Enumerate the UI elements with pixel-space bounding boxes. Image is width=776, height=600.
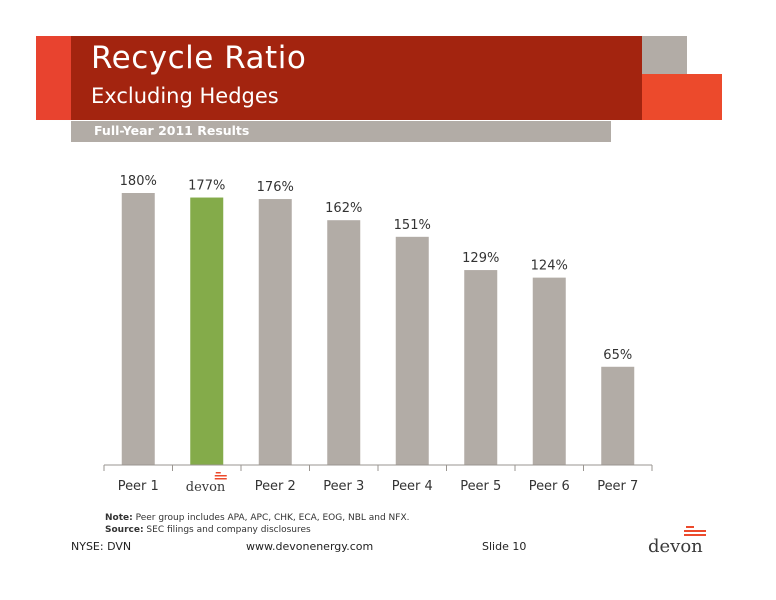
- source-line: Source: SEC filings and company disclosu…: [105, 524, 409, 536]
- bar-peer-7: [601, 366, 635, 465]
- header-band: [71, 36, 642, 120]
- slide-title: Recycle Ratio: [91, 40, 307, 76]
- slide-subtitle: Excluding Hedges: [91, 84, 279, 108]
- source-text: SEC filings and company disclosures: [143, 525, 311, 535]
- x-axis-ticks: [103, 465, 653, 471]
- value-label: 180%: [120, 174, 157, 189]
- period-label: Full-Year 2011 Results: [94, 123, 250, 138]
- bar-peer-3: [327, 220, 361, 465]
- devon-logo-text: devon: [648, 536, 703, 557]
- value-label: 176%: [257, 180, 294, 195]
- footer-ticker: NYSE: DVN: [71, 540, 132, 553]
- footer-slide-number: Slide 10: [482, 540, 527, 553]
- period-band: [71, 121, 611, 142]
- note-label: Note:: [105, 513, 133, 523]
- category-label-devon-logo: devon: [186, 472, 227, 495]
- bar-peer-1: [121, 193, 155, 465]
- category-label: Peer 4: [392, 479, 433, 494]
- source-label: Source:: [105, 525, 144, 535]
- value-label: 65%: [603, 348, 632, 363]
- chart-notes: Note: Peer group includes APA, APC, CHK,…: [105, 512, 409, 536]
- header-accent-gray: [642, 36, 687, 74]
- header-band-left: [36, 36, 71, 120]
- devon-logo: devon: [648, 526, 706, 557]
- value-label: 177%: [188, 179, 225, 194]
- bars-group: [121, 193, 635, 466]
- category-label: devon: [186, 480, 226, 495]
- category-label: Peer 6: [529, 479, 570, 494]
- note-text: Peer group includes APA, APC, CHK, ECA, …: [132, 513, 410, 523]
- bar-peer-4: [395, 236, 429, 465]
- labels-group: 180% Peer 1 177% devon 176% Peer 2 162% Peer 3 1…: [118, 174, 639, 495]
- value-label: 124%: [531, 259, 568, 274]
- bar-peer-6: [532, 277, 566, 465]
- category-label: Peer 1: [118, 479, 159, 494]
- bar-peer-2: [258, 199, 292, 466]
- value-label: 151%: [394, 218, 431, 233]
- bar-peer-5: [464, 270, 498, 465]
- category-label: Peer 5: [460, 479, 501, 494]
- bar-devon: [190, 197, 224, 466]
- value-label: 162%: [325, 201, 362, 216]
- note-line: Note: Peer group includes APA, APC, CHK,…: [105, 512, 409, 524]
- category-label: Peer 2: [255, 479, 296, 494]
- footer-website[interactable]: www.devonenergy.com: [246, 540, 374, 553]
- header-accent-orange: [642, 74, 722, 120]
- category-label: Peer 7: [597, 479, 638, 494]
- value-label: 129%: [462, 251, 499, 266]
- category-label: Peer 3: [323, 479, 364, 494]
